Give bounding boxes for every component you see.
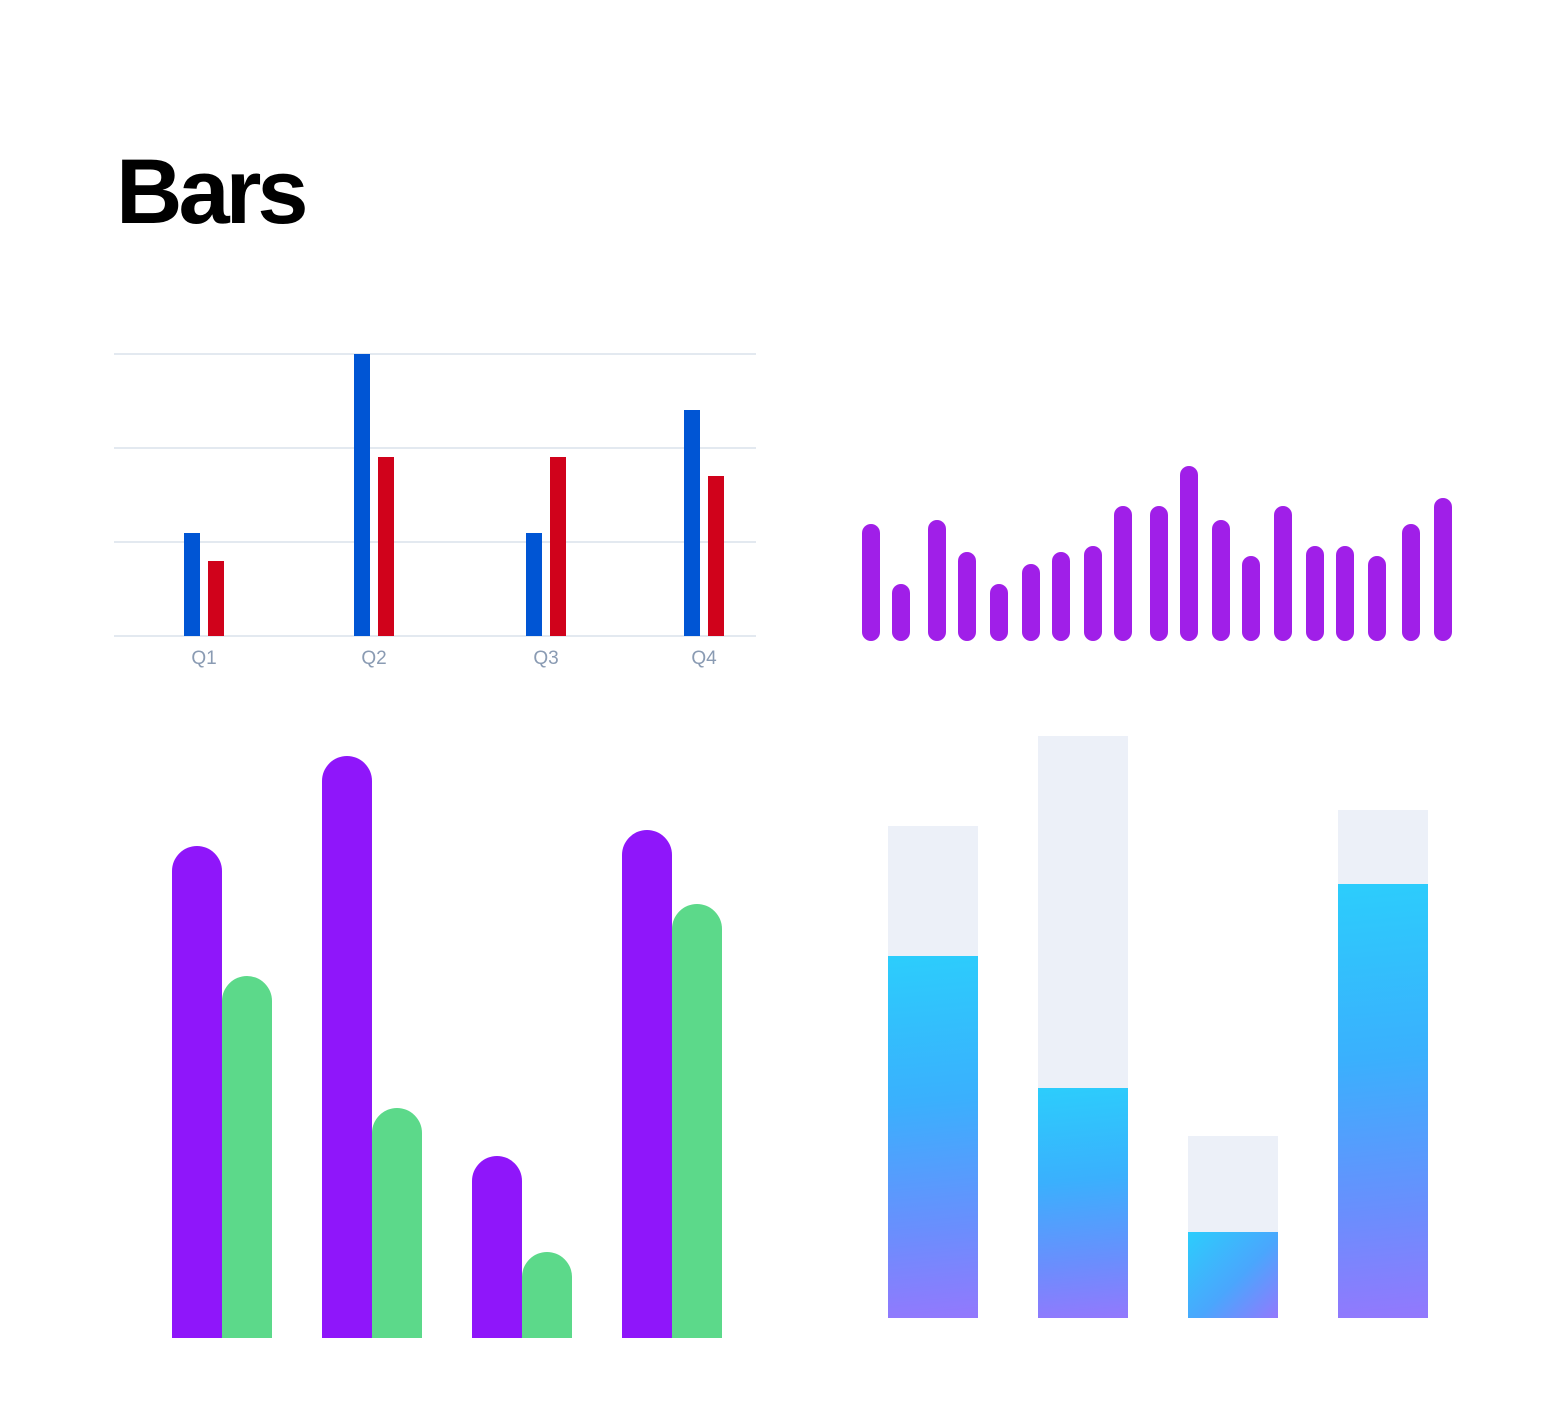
pill-bar [1022, 564, 1040, 641]
progress-fill [888, 956, 978, 1318]
x-axis-label: Q2 [361, 648, 387, 669]
progress-track [1338, 810, 1428, 1318]
bar-series-2 [522, 1252, 572, 1338]
gridline [114, 447, 756, 449]
bar-series-2 [208, 561, 224, 636]
bar-series-2 [378, 457, 394, 636]
pill-bar [1274, 506, 1292, 641]
progress-fill [1038, 1088, 1128, 1318]
pill-bar [1434, 498, 1452, 641]
bar-series-2 [222, 976, 272, 1338]
progress-fill [1338, 884, 1428, 1318]
pill-bar [1336, 546, 1354, 641]
gridline [114, 353, 756, 355]
pill-bar [928, 520, 946, 641]
bar-series-2 [372, 1108, 422, 1338]
bar-series-1 [622, 830, 672, 1338]
progress-track [1038, 736, 1128, 1318]
bar-series-2 [672, 904, 722, 1338]
pill-bar [1150, 506, 1168, 641]
bar-series-1 [172, 846, 222, 1338]
bar-series-1 [322, 756, 372, 1338]
pill-bar [1052, 552, 1070, 641]
pill-bar [990, 584, 1008, 641]
bar-series-1 [472, 1156, 522, 1338]
x-axis-label: Q1 [191, 648, 217, 669]
bar-series-2 [708, 476, 724, 636]
pill-bar [892, 584, 910, 641]
bar-series-1 [684, 410, 700, 636]
pill-bar [1212, 520, 1230, 641]
progress-track [1188, 1136, 1278, 1318]
page-title: Bars [116, 141, 309, 243]
pill-bar [1242, 556, 1260, 641]
bar-series-2 [550, 457, 566, 636]
bar-series-1 [354, 354, 370, 636]
pill-bar [862, 524, 880, 641]
x-axis-label: Q4 [691, 648, 717, 669]
pill-bar [1114, 506, 1132, 641]
bar-series-1 [184, 533, 200, 636]
pill-bar [1084, 546, 1102, 641]
progress-fill [1188, 1232, 1278, 1318]
gridline [114, 541, 756, 543]
pill-bar [1402, 524, 1420, 641]
bar-series-1 [526, 533, 542, 636]
pill-bar [958, 552, 976, 641]
pill-bar [1306, 546, 1324, 641]
pill-bar [1180, 466, 1198, 641]
pill-bar [1368, 556, 1386, 641]
progress-track [888, 826, 978, 1318]
gridline [114, 635, 756, 637]
x-axis-label: Q3 [533, 648, 559, 669]
